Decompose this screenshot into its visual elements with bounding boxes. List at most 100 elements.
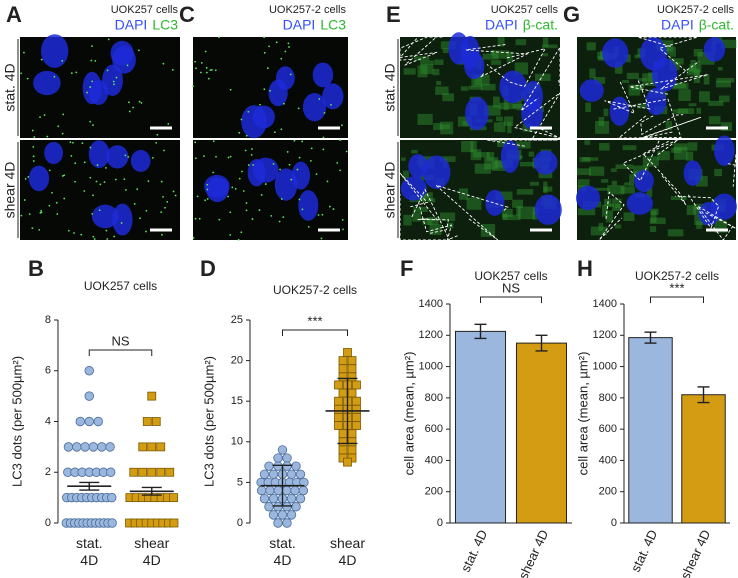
membrane-signal (506, 51, 513, 63)
nucleus (291, 161, 311, 190)
membrane-signal (650, 226, 657, 233)
puncta (92, 194, 94, 197)
nucleus (112, 45, 136, 74)
channel-label: DAPI (283, 17, 316, 33)
puncta (57, 125, 60, 128)
puncta (125, 188, 127, 191)
puncta (126, 64, 129, 67)
puncta (194, 157, 197, 160)
data-point (264, 461, 274, 471)
data-point (156, 467, 166, 477)
nucleus (130, 149, 151, 172)
puncta (115, 76, 118, 79)
data-point (295, 469, 306, 479)
nucleus (40, 34, 69, 68)
membrane-signal (512, 104, 527, 109)
membrane-signal (688, 103, 697, 107)
data-point (169, 493, 179, 503)
data-point (291, 502, 301, 512)
data-point (84, 366, 94, 376)
puncta (98, 209, 101, 212)
puncta (212, 140, 215, 143)
data-point (84, 416, 94, 427)
puncta (298, 198, 301, 201)
nucleus (204, 174, 230, 198)
puncta (91, 80, 94, 83)
membrane-signal (614, 61, 623, 74)
puncta (203, 155, 205, 158)
puncta (92, 235, 95, 238)
puncta (51, 191, 53, 194)
puncta (282, 216, 285, 218)
y-tick-label: 1200 (593, 329, 617, 341)
y-axis-label: LC3 dots (per 500µm²) (9, 356, 24, 487)
bar (454, 330, 507, 524)
data-point (273, 485, 284, 496)
y-tick-label: 0 (45, 517, 51, 529)
puncta (167, 122, 170, 125)
puncta (318, 98, 321, 100)
membrane-signal (621, 79, 630, 84)
membrane-signal (708, 100, 724, 106)
puncta (192, 85, 194, 88)
data-point (147, 442, 157, 452)
data-point (334, 421, 343, 430)
puncta (127, 155, 130, 158)
puncta (328, 205, 331, 208)
puncta (268, 45, 271, 48)
data-point (338, 356, 348, 366)
nucleus (33, 70, 61, 96)
puncta (53, 75, 56, 78)
data-point (281, 485, 292, 496)
membrane-signal (495, 191, 513, 200)
channel-label: LC3 (320, 17, 346, 33)
puncta (104, 167, 107, 169)
data-point (169, 518, 179, 528)
puncta (227, 195, 230, 198)
puncta (245, 209, 248, 212)
data-point (347, 356, 357, 366)
data-point (259, 493, 270, 504)
panel-letter: H (577, 256, 593, 281)
puncta (128, 101, 130, 104)
puncta (94, 59, 97, 62)
membrane-signal (696, 221, 703, 229)
puncta (138, 100, 141, 103)
cell-outline (399, 172, 439, 221)
puncta (40, 209, 42, 212)
puncta (120, 222, 123, 224)
micrograph (192, 139, 348, 241)
puncta (91, 212, 94, 215)
puncta (263, 88, 266, 91)
data-point (290, 485, 300, 496)
panel-letter: F (400, 256, 413, 281)
cell-outline (604, 78, 651, 115)
puncta (89, 86, 92, 88)
puncta (263, 51, 266, 54)
puncta (162, 195, 164, 198)
cell-outline (675, 194, 720, 230)
nucleus (634, 169, 654, 193)
membrane-signal (586, 42, 596, 51)
nucleus (703, 37, 726, 62)
nucleus (82, 71, 102, 105)
puncta (132, 106, 135, 109)
puncta (67, 229, 70, 232)
x-tick-label: stat. 4D (628, 527, 661, 574)
puncta (145, 230, 147, 233)
nucleus (714, 135, 735, 166)
membrane-signal (480, 224, 496, 237)
puncta (32, 155, 35, 158)
membrane-signal (670, 46, 676, 57)
nucleus (626, 192, 653, 215)
puncta (24, 177, 27, 180)
puncta (40, 58, 43, 61)
membrane-signal (650, 210, 657, 223)
puncta (194, 141, 197, 144)
membrane-signal (602, 204, 608, 217)
cell-outline (640, 114, 684, 136)
puncta (345, 150, 348, 153)
puncta (259, 103, 261, 106)
membrane-signal (637, 78, 648, 82)
membrane-signal (690, 60, 697, 71)
